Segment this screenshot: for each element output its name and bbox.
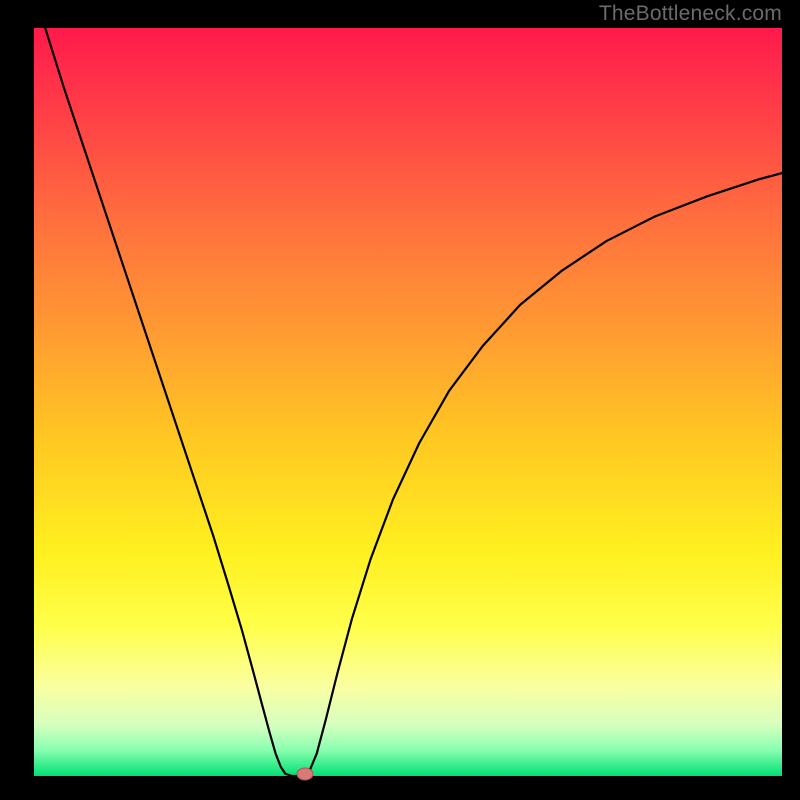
bottleneck-curve: [34, 28, 782, 776]
watermark-text: TheBottleneck.com: [599, 2, 782, 26]
optimal-point-marker: [296, 767, 313, 780]
plot-area: [34, 28, 782, 776]
chart-frame: TheBottleneck.com: [0, 0, 800, 800]
